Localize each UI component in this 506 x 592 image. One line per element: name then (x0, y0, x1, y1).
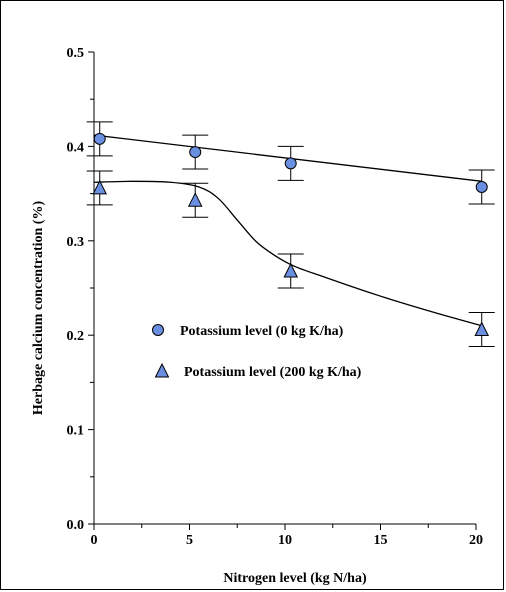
y-axis-label: Herbage calcium concentration (%) (31, 201, 46, 416)
x-tick-label: 20 (469, 533, 483, 548)
data-point-series-2 (187, 192, 203, 207)
y-tick-label: 0.4 (67, 140, 85, 155)
y-tick-label: 0.3 (67, 235, 85, 250)
data-point-series-1 (189, 146, 202, 159)
axes: 0 5 10 15 20 0.0 0.1 0.2 0.3 0.4 0.5 (67, 46, 484, 548)
data-point-series-1 (93, 132, 106, 145)
data-point-series-2 (283, 262, 299, 278)
y-tick-label: 0.0 (67, 518, 85, 533)
data-point-series-1 (475, 180, 488, 193)
x-axis-label: Nitrogen level (kg N/ha) (223, 571, 367, 586)
legend: Potassium level (0 kg K/ha) Potassium lev… (152, 324, 362, 380)
x-tick-label: 15 (374, 533, 388, 548)
legend-label-series-1: Potassium level (0 kg K/ha) (180, 324, 344, 339)
y-tick-label: 0.2 (67, 329, 85, 344)
data-point-series-1 (284, 157, 297, 170)
x-tick-label: 5 (186, 533, 193, 548)
y-tick-label: 0.5 (67, 46, 85, 61)
data-markers (92, 132, 490, 337)
data-point-series-2 (92, 179, 108, 195)
y-tick-label: 0.1 (67, 424, 85, 439)
legend-marker-series-1 (152, 324, 164, 336)
legend-label-series-2: Potassium level (200 kg K/ha) (184, 365, 362, 380)
data-point-series-2 (474, 321, 490, 337)
x-tick-label: 0 (91, 533, 98, 548)
fit-line-series-2 (93, 180, 482, 327)
legend-marker-series-2 (154, 362, 170, 378)
x-tick-label: 10 (278, 533, 292, 548)
